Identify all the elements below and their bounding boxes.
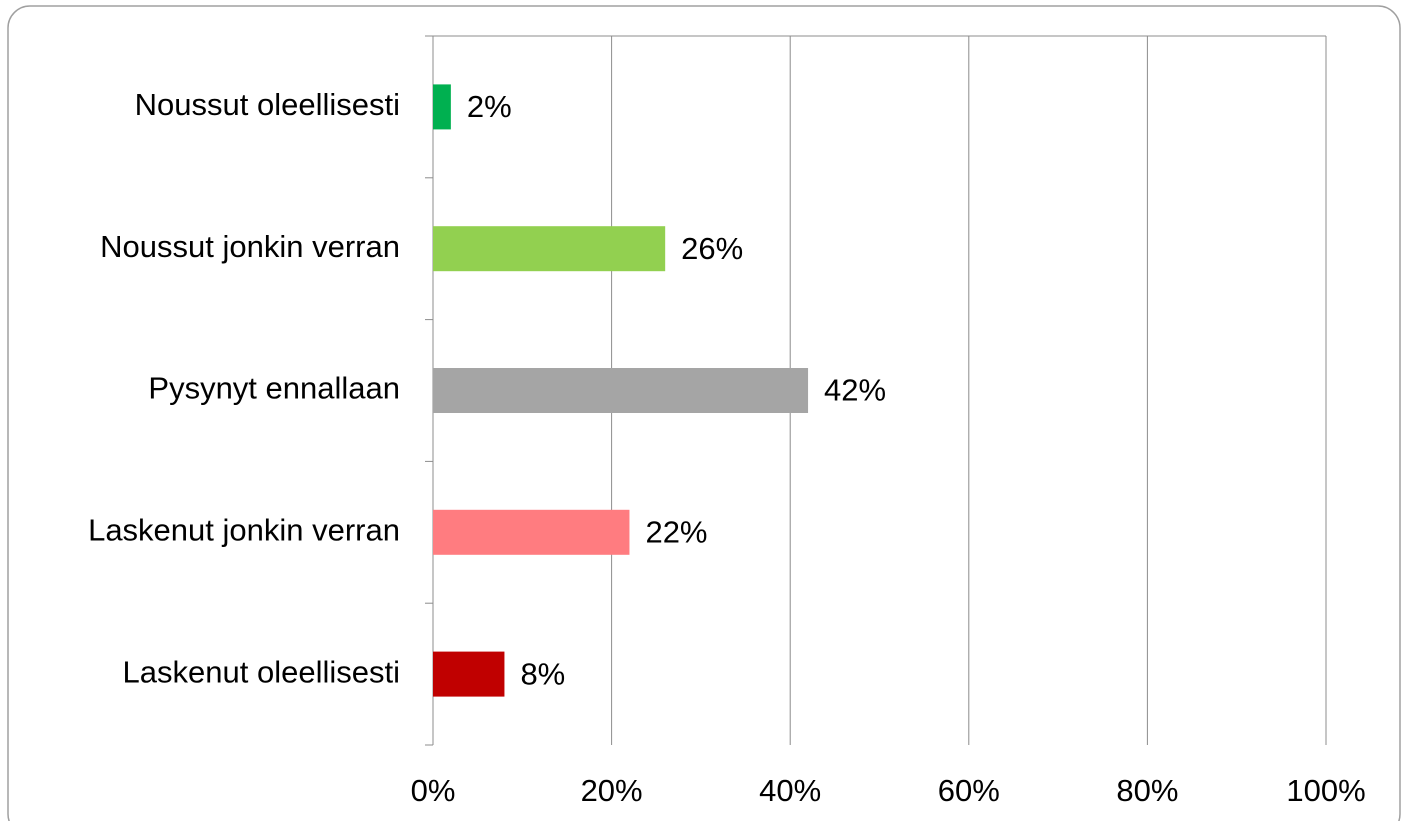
y-tick-label: Laskenut oleellisesti [123,654,400,689]
y-tick-label: Noussut oleellisesti [135,87,400,122]
bar [433,84,451,130]
y-tick-label: Laskenut jonkin verran [88,512,400,547]
y-tick-label: Pysynyt ennallaan [148,371,400,406]
x-tick-label: 0% [411,773,456,808]
value-label: 2% [467,89,512,124]
bar [433,368,809,413]
x-tick-label: 60% [938,773,1000,808]
x-tick-label: 20% [581,773,643,808]
x-tick-label: 100% [1286,773,1365,808]
y-tick-label: Noussut jonkin verran [100,229,400,264]
bar [433,651,505,697]
value-label: 26% [681,231,743,266]
value-label: 42% [824,373,886,408]
x-tick-label: 80% [1116,773,1178,808]
bar [433,509,630,555]
value-label: 8% [520,656,565,691]
bar [433,226,666,272]
frame [7,5,1401,821]
value-label: 22% [645,514,707,549]
x-tick-label: 40% [759,773,821,808]
